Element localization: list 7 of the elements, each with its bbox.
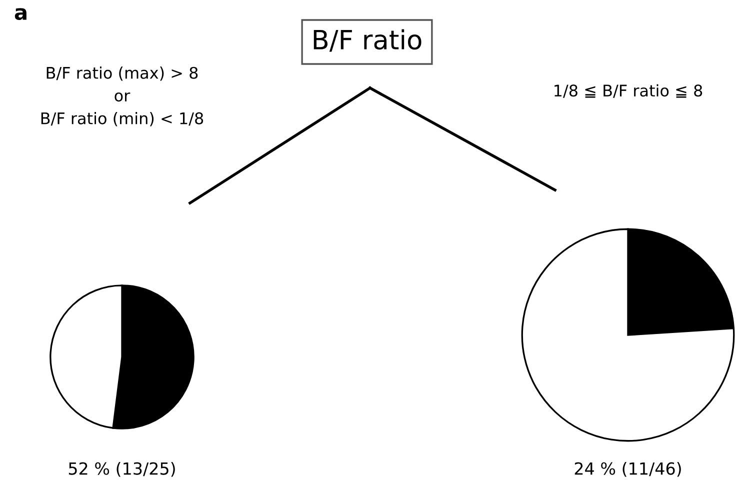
text: B/F ratio — [314, 29, 422, 52]
chart-title: B/F ratio (max) > 8 or B/F ratio (min) < 1/8 — [41, 66, 204, 126]
text: a — [14, 8, 26, 20]
text: 24 % (11/46) — [574, 462, 681, 477]
pie-slice — [521, 228, 735, 442]
text: 52 % (13/25) — [68, 462, 175, 477]
chart-title: 1/8 ≦ B/F ratio ≦ 8 — [554, 84, 702, 98]
